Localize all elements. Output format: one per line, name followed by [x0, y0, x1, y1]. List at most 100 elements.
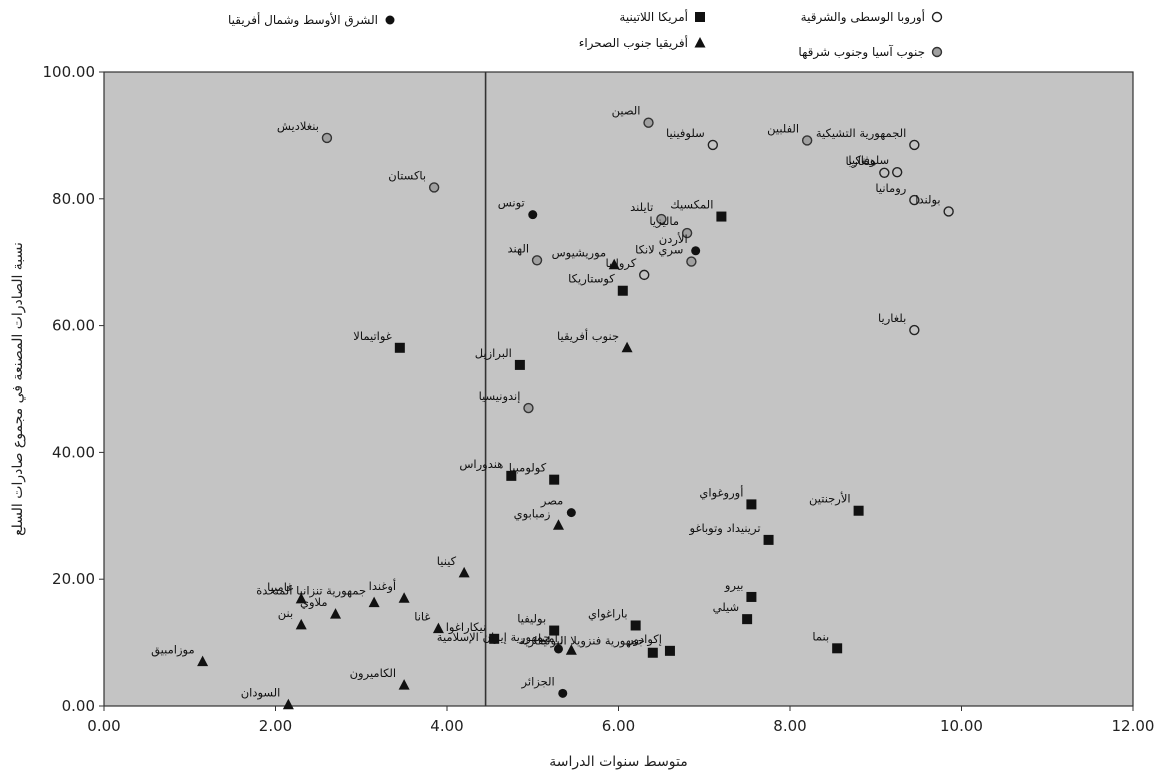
data-point: [428, 182, 440, 193]
point-label: جمهورية إيران الإسلامية: [437, 630, 551, 645]
data-point: [549, 474, 560, 485]
legend-label: الشرق الأوسط وشمال أفريقيا: [228, 12, 378, 28]
data-point: [742, 614, 753, 625]
data-point: [681, 227, 693, 239]
legend-item: الشرق الأوسط وشمال أفريقيا: [228, 12, 395, 28]
data-point: [489, 633, 500, 644]
point-label: ملاوي: [300, 595, 328, 610]
data-point: [552, 519, 564, 530]
data-point: [716, 211, 727, 222]
legend-label: جنوب آسيا وجنوب شرقها: [798, 44, 925, 60]
point-label: سري لانكا: [635, 243, 683, 258]
point-label: باكستان: [388, 168, 426, 182]
data-point: [432, 622, 444, 634]
data-point: [746, 591, 757, 602]
point-label: بلغاريا: [878, 311, 906, 326]
point-label: المكسيك: [670, 198, 713, 212]
data-point: [943, 206, 954, 217]
data-point: [197, 655, 209, 667]
point-label: أوغندا: [369, 578, 396, 594]
point-label: غامبيا: [267, 580, 293, 594]
y-tick-label: 0.00: [62, 697, 95, 715]
point-label: مصر: [540, 494, 563, 509]
point-label: هنغاريا: [845, 154, 876, 169]
point-label: بنن: [278, 606, 293, 621]
data-point: [639, 269, 650, 281]
point-label: ماليزيا: [649, 214, 679, 229]
point-label: كرواتيا: [605, 256, 636, 271]
x-tick-label: 10.00: [940, 717, 983, 735]
point-label: سلوفاكيا: [848, 153, 889, 168]
point-label: الأرجنتين: [809, 492, 851, 507]
y-tick-label: 80.00: [52, 190, 95, 208]
data-point: [879, 167, 890, 179]
point-label: إكوادور: [627, 632, 662, 647]
data-point: [647, 647, 658, 658]
data-point: [549, 625, 560, 636]
point-label: غانا: [414, 610, 430, 624]
point-label: جمهورية تنزانيا المتحدة: [256, 584, 366, 599]
y-tick-label: 40.00: [52, 443, 95, 461]
data-point: [656, 213, 667, 225]
point-label: ترينيداد وتوباغو: [689, 521, 761, 536]
data-point: [321, 132, 333, 144]
point-label: شيلي: [713, 600, 740, 614]
data-point: [558, 688, 568, 698]
data-point: [565, 644, 577, 655]
data-point: [282, 698, 294, 710]
y-tick-label: 20.00: [52, 570, 95, 588]
legend-item: أفريقيا جنوب الصحراء: [579, 35, 706, 51]
point-label: كوستاريكا: [568, 272, 615, 287]
x-tick-label: 8.00: [773, 717, 806, 735]
point-label: تايلند: [630, 200, 653, 214]
point-label: هندوراس: [459, 457, 503, 472]
legend-label: أفريقيا جنوب الصحراء: [579, 35, 688, 51]
y-tick-label: 60.00: [52, 317, 95, 335]
x-tick-label: 4.00: [430, 717, 463, 735]
data-point: [630, 620, 641, 631]
legend: الشرق الأوسط وشمال أفريقيا أمريكا اللاتين…: [228, 9, 943, 60]
data-point: [523, 402, 534, 414]
plot-area: [103, 71, 1134, 707]
point-label: موريشيوس: [552, 246, 607, 261]
point-label: بولندا: [915, 192, 940, 207]
legend-item: جنوب آسيا وجنوب شرقها: [798, 44, 943, 60]
point-label: البرازيل: [475, 346, 512, 361]
point-label: نيكاراغوا: [446, 620, 486, 635]
legend-marker: [385, 15, 395, 25]
data-point: [909, 139, 920, 151]
point-label: جنوب أفريقيا: [557, 328, 619, 344]
data-point: [398, 592, 410, 603]
legend-item: أوروبا الوسطى والشرقية: [801, 9, 943, 25]
legend-marker: [694, 37, 706, 48]
data-point: [707, 139, 719, 151]
data-point: [368, 596, 380, 608]
data-point: [553, 644, 563, 654]
data-point: [891, 166, 903, 178]
point-label: باراغواي: [588, 606, 628, 621]
legend-marker: [931, 11, 943, 23]
point-label: غواتيمالا: [353, 329, 392, 344]
x-tick-label: 0.00: [87, 717, 120, 735]
point-label: أوروغواي: [699, 484, 743, 500]
point-label: بنغلاديش: [277, 119, 319, 134]
data-point: [514, 359, 525, 370]
data-point: [394, 342, 405, 353]
point-label: تونس: [498, 196, 525, 211]
data-point: [608, 258, 620, 270]
data-points: [197, 117, 954, 710]
point-label: بوليفيا: [517, 612, 546, 627]
point-label: رومانيا: [875, 181, 906, 196]
point-label: موزامبيق: [151, 643, 195, 658]
data-point: [801, 135, 813, 146]
y-axis-title: نسبة الصادرات المصنعة في مجموع صادرات ال…: [10, 242, 26, 536]
data-point: [295, 618, 307, 630]
data-point: [909, 194, 920, 206]
x-tick-label: 12.00: [1112, 717, 1155, 735]
point-label: الجزائر: [521, 674, 555, 689]
data-point: [853, 505, 864, 516]
data-point: [295, 592, 307, 604]
point-label: الهند: [508, 241, 530, 255]
point-label: الجمهورية التشيكية: [816, 126, 906, 141]
y-tick-label: 100.00: [43, 63, 96, 81]
